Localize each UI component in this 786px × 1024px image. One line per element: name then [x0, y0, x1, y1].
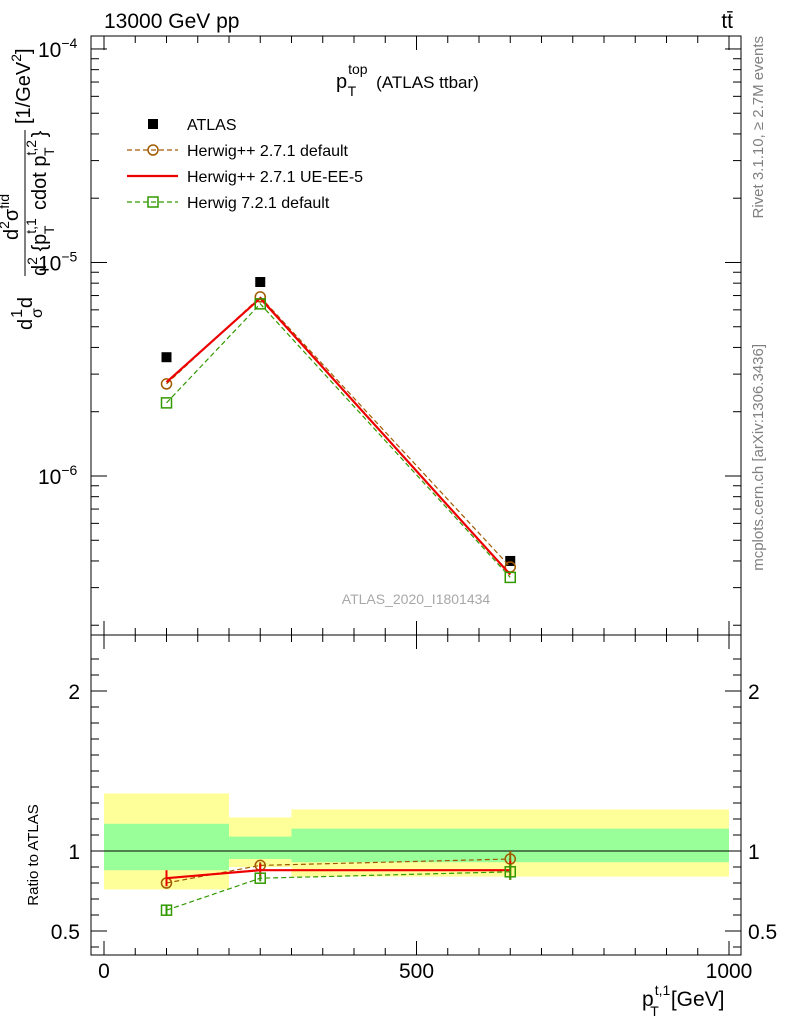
legend-label-atlas: ATLAS [187, 117, 237, 134]
y-tick-label: 10−5 [38, 248, 78, 275]
x-tick-label: 500 [399, 960, 434, 983]
legend-label-herwig7_default: Herwig 7.2.1 default [187, 195, 330, 212]
data-point-herwigpp_default [160, 378, 173, 390]
series-line-herwigpp_ueee5 [165, 296, 512, 576]
ratio-y-tick-label-right: 0.5 [748, 921, 777, 944]
ratio-y-tick-label-right: 1 [748, 841, 760, 864]
ratio-point-herwig7_default [504, 866, 516, 878]
rivet-version-label: Rivet 3.1.10, ≥ 2.7M events [750, 36, 767, 219]
svg-text:[1/GeV2]: [1/GeV2] [8, 48, 35, 124]
legend-label-herwigpp_ueee5: Herwig++ 2.7.1 UE-EE-5 [187, 169, 363, 186]
legend-marker-atlas [148, 119, 158, 129]
y-tick-label: 10−4 [38, 35, 78, 62]
ratio-y-tick-label-left: 0.5 [51, 921, 80, 944]
analysis-watermark: ATLAS_2020_I1801434 [342, 591, 491, 607]
ratio-point-herwig7_default [254, 872, 266, 884]
data-point-atlas [505, 555, 516, 566]
data-point-herwig7_default [160, 397, 173, 409]
ratio-series [160, 851, 516, 916]
data-point-herwig7_default [254, 298, 266, 310]
main-title: ptop T (ATLAS ttbar) [336, 61, 479, 99]
mcplots-label: mcplots.cern.ch [arXiv:1306.3436] [750, 344, 767, 571]
main-series [160, 277, 516, 584]
header-right: tt̄ [721, 10, 733, 33]
y-tick-label: 10−6 [38, 462, 78, 489]
legend-marker-herwigpp_default [147, 144, 159, 156]
ratio-ylabel: Ratio to ATLAS [25, 804, 42, 905]
series-line-herwig7_default [166, 302, 511, 578]
ratio-y-tick-label-left: 2 [68, 681, 80, 704]
ratio-y-tick-label-left: 1 [68, 841, 80, 864]
data-point-atlas [161, 352, 172, 363]
inner-band-0 [104, 823, 229, 871]
x-tick-label: 1000 [706, 960, 753, 983]
header-left: 13000 GeV pp [104, 10, 239, 33]
xaxis-title: pt,1 T [GeV] [642, 982, 725, 1019]
axes: 0 500 1000 10−6 10−5 10−4 0.5 0.5 1 1 2 2 [38, 35, 777, 983]
inner-band-1 [229, 836, 292, 859]
ratio-point-herwig7_default [160, 904, 173, 916]
legend-label-herwigpp_default: Herwig++ 2.7.1 default [187, 143, 349, 160]
data-point-herwig7_default [504, 571, 516, 584]
data-point-atlas [255, 277, 266, 288]
svg-text:d2σfid: d2σfid [0, 194, 23, 240]
data-point-herwigpp_default [254, 291, 266, 303]
ratio-y-tick-label-right: 2 [748, 681, 760, 704]
legend: ATLAS Herwig++ 2.7.1 default Herwig++ 2.7.… [127, 117, 363, 212]
x-tick-label: 0 [98, 960, 110, 983]
legend-marker-herwig7_default [147, 196, 159, 208]
